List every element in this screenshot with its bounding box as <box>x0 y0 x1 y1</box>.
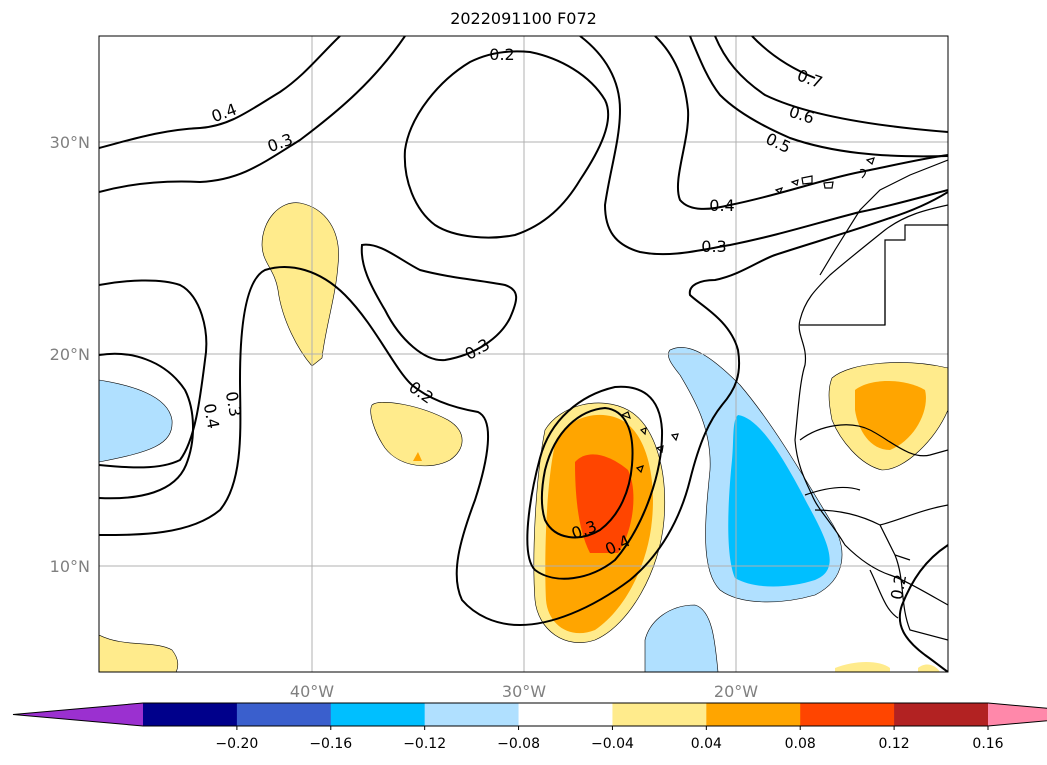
map-frame <box>98 35 949 673</box>
positive-anomaly-region <box>918 664 940 672</box>
contour-line <box>714 36 948 133</box>
country-border <box>894 554 948 641</box>
longitude-labels: 40°W 30°W 20°W <box>290 682 758 701</box>
colorbar-segment <box>612 703 707 726</box>
country-border <box>814 509 911 561</box>
contour-line <box>360 243 518 362</box>
colorbar-tick-label: 0.12 <box>879 736 910 752</box>
contour-label: 0.6 <box>787 102 817 128</box>
negative-anomaly-region <box>99 379 173 463</box>
contour-line <box>898 544 948 672</box>
colorbar-segment <box>518 703 613 726</box>
contour-label: 0.5 <box>763 129 794 157</box>
longitude-label: 30°W <box>502 682 546 701</box>
latitude-labels: 30°N 20°N 10°N <box>50 133 90 576</box>
contour-label: 0.4 <box>200 402 223 430</box>
contour-label: 0.3 <box>222 390 245 418</box>
shaded-anomaly-layer <box>99 202 948 672</box>
negative-anomaly-region <box>644 604 719 672</box>
colorbar-segment <box>143 703 238 726</box>
colorbar-tick-label: −0.16 <box>309 736 352 752</box>
contour-line <box>751 36 816 79</box>
positive-anomaly-region <box>99 634 179 672</box>
island <box>823 181 834 189</box>
contour-line <box>689 36 948 158</box>
contour-line <box>99 36 406 193</box>
colorbar-extend-low <box>13 703 143 726</box>
coastline-layer <box>620 157 948 641</box>
africa-coastline <box>794 204 948 606</box>
island <box>774 187 784 194</box>
latitude-label: 10°N <box>50 557 90 576</box>
colorbar-segment <box>894 703 989 726</box>
colorbar: −0.20 −0.16 −0.12 −0.08 −0.04 0.04 0.08 0.12 0.1… <box>12 702 1047 752</box>
island <box>639 427 647 436</box>
island <box>670 433 679 442</box>
contour-label: 0.3 <box>701 237 726 256</box>
contour-layer <box>99 36 948 672</box>
contour-label: 0.4 <box>709 196 734 215</box>
island <box>635 465 644 474</box>
colorbar-segment <box>424 703 520 726</box>
contour-label: 0.2 <box>887 573 910 601</box>
colorbar-segment <box>706 703 801 726</box>
contour-label: 0.3 <box>265 130 295 157</box>
island <box>790 179 799 186</box>
contour-label: 0.4 <box>209 100 239 127</box>
colorbar-tick-label: −0.08 <box>497 736 540 752</box>
colorbar-tick-label: −0.20 <box>215 736 258 752</box>
map-title: 2022091100 F072 <box>450 9 597 28</box>
contour-line <box>99 191 948 627</box>
country-border <box>804 486 861 496</box>
island <box>620 411 631 420</box>
colorbar-tick-label: −0.04 <box>591 736 634 752</box>
longitude-label: 20°W <box>714 682 758 701</box>
colorbar-tick-label: 0.08 <box>785 736 816 752</box>
colorbar-segment <box>330 703 426 726</box>
colorbar-tick-label: 0.16 <box>972 736 1003 752</box>
longitude-label: 40°W <box>290 682 334 701</box>
country-border <box>879 504 948 526</box>
colorbar-tick-label: −0.12 <box>403 736 446 752</box>
colorbar-tick-label: 0.04 <box>691 736 722 752</box>
positive-anomaly-region <box>835 662 890 672</box>
contour-line <box>526 385 664 580</box>
contour-line <box>99 36 341 149</box>
country-border <box>869 569 899 619</box>
country-border <box>799 424 948 457</box>
island <box>655 445 664 454</box>
contour-line <box>99 352 194 500</box>
contour-line <box>654 36 948 210</box>
latitude-label: 30°N <box>50 133 90 152</box>
colorbar-segment <box>800 703 895 726</box>
positive-anomaly-region <box>370 402 463 467</box>
contour-line <box>541 406 634 539</box>
positive-anomaly-region <box>855 381 926 450</box>
negative-anomaly-region <box>728 415 830 587</box>
contour-line <box>403 50 610 239</box>
positive-anomaly-region <box>575 454 634 553</box>
contour-line <box>99 279 208 469</box>
latitude-label: 20°N <box>50 345 90 364</box>
contour-label: 0.7 <box>795 66 825 93</box>
colorbar-extend-high <box>988 703 1047 726</box>
contour-label: 0.2 <box>489 45 514 64</box>
country-border <box>800 224 948 326</box>
colorbar-segment <box>236 703 332 726</box>
contour-line <box>579 36 948 256</box>
contour-label: 0.3 <box>461 335 493 364</box>
island <box>801 175 813 185</box>
positive-anomaly-region <box>261 202 339 367</box>
country-border <box>819 159 948 276</box>
positive-anomaly-region <box>413 452 422 461</box>
island <box>865 157 875 166</box>
